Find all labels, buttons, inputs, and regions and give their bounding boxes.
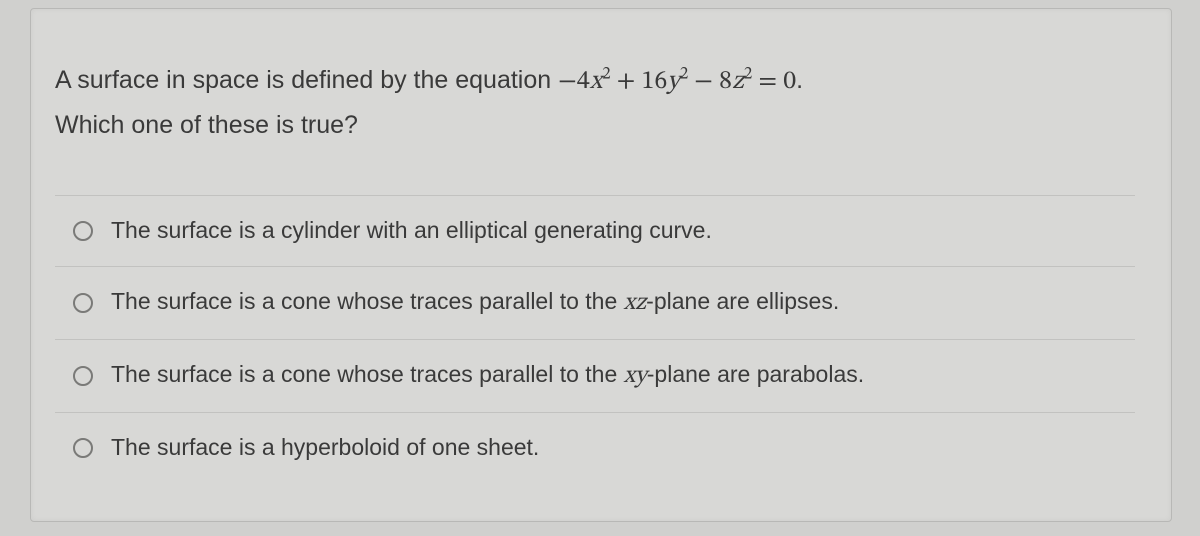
option-b[interactable]: The surface is a cone whose traces paral…: [55, 267, 1135, 340]
question-block: A surface in space is defined by the equ…: [55, 59, 1135, 483]
option-prefix: The surface is a cone whose traces paral…: [111, 288, 624, 314]
option-label: The surface is a cone whose traces paral…: [111, 360, 864, 392]
stem-suffix: .: [796, 66, 803, 94]
question-stem: A surface in space is defined by the equ…: [55, 59, 1135, 147]
radio-icon[interactable]: [73, 366, 93, 386]
option-prefix: The surface is a cone whose traces paral…: [111, 361, 624, 387]
option-var: xy: [624, 364, 647, 388]
options-list: The surface is a cylinder with an ellipt…: [55, 195, 1135, 483]
option-label: The surface is a cone whose traces paral…: [111, 287, 839, 319]
option-d[interactable]: The surface is a hyperboloid of one shee…: [55, 413, 1135, 483]
equation: −4x2 + 16y2 − 8z2 = 0: [558, 69, 796, 95]
question-panel: A surface in space is defined by the equ…: [30, 8, 1172, 522]
option-c[interactable]: The surface is a cone whose traces paral…: [55, 340, 1135, 413]
option-label: The surface is a cylinder with an ellipt…: [111, 216, 712, 246]
option-suffix: -plane are parabolas.: [647, 361, 864, 387]
radio-icon[interactable]: [73, 293, 93, 313]
option-a[interactable]: The surface is a cylinder with an ellipt…: [55, 196, 1135, 267]
stem-prefix: A surface in space is defined by the equ…: [55, 66, 558, 94]
radio-icon[interactable]: [73, 221, 93, 241]
option-suffix: -plane are ellipses.: [646, 288, 839, 314]
option-label: The surface is a hyperboloid of one shee…: [111, 433, 539, 463]
option-var: xz: [624, 291, 647, 315]
stem-line2: Which one of these is true?: [55, 111, 358, 139]
radio-icon[interactable]: [73, 438, 93, 458]
